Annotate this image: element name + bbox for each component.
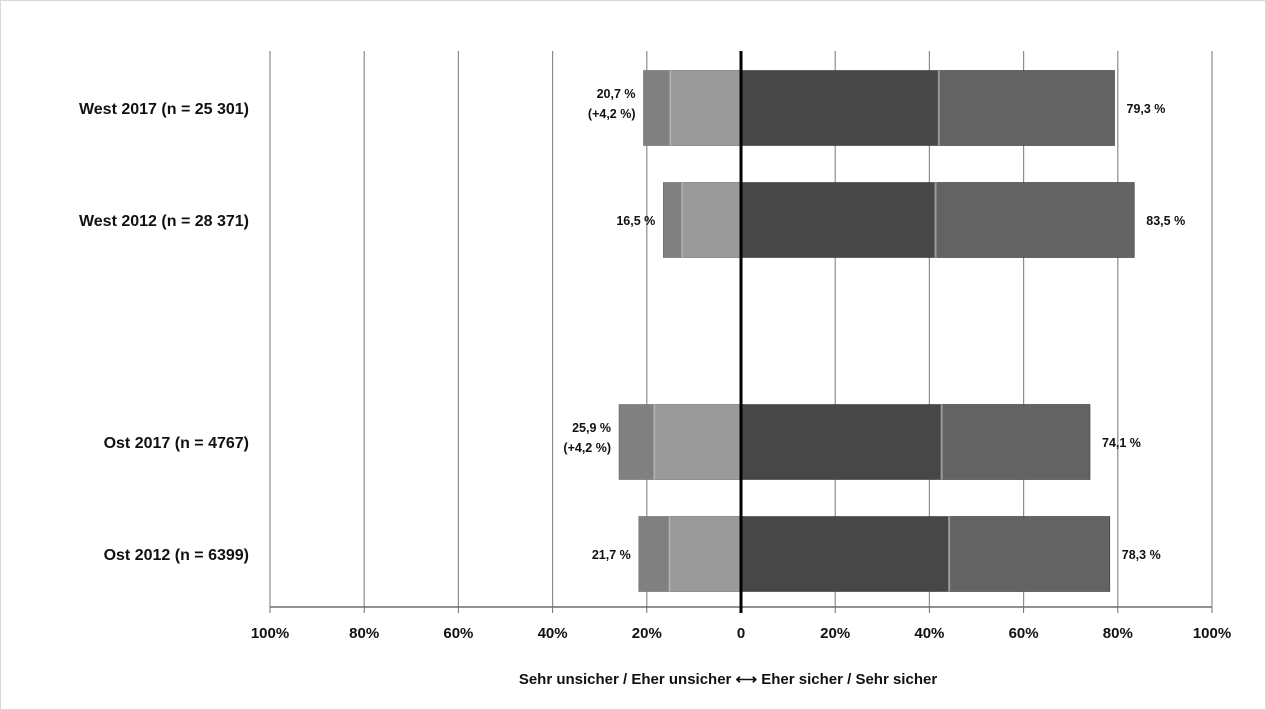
bar-segment-negative-inner — [681, 182, 742, 258]
bar-segment-positive-inner — [740, 70, 940, 146]
data-label-negative: 16,5 % — [616, 214, 655, 228]
category-label: West 2012 (n = 28 371) — [79, 213, 249, 230]
bar-segment-negative-outer — [662, 182, 683, 258]
bar-segment-positive-inner — [740, 404, 942, 480]
bar-segment-positive-outer — [948, 516, 1111, 592]
data-label-negative: 20,7 % — [597, 87, 636, 101]
x-tick-label: 80% — [1103, 625, 1133, 642]
data-label-positive: 78,3 % — [1122, 548, 1161, 562]
bar-segment-positive-outer — [935, 182, 1135, 258]
data-label-negative: (+4,2 %) — [563, 441, 611, 455]
data-label-positive: 74,1 % — [1102, 436, 1141, 450]
bars — [618, 70, 1135, 592]
category-label: Ost 2012 (n = 6399) — [104, 547, 249, 564]
data-label-positive: 83,5 % — [1146, 214, 1185, 228]
axes — [269, 51, 1213, 613]
bar-segment-negative-inner — [670, 70, 742, 146]
x-tick-label: 100% — [251, 625, 289, 642]
x-tick-label: 20% — [820, 625, 850, 642]
x-tick-label: 40% — [538, 625, 568, 642]
bar-segment-negative-outer — [643, 70, 671, 146]
bar-segment-negative-outer — [638, 516, 670, 592]
data-label-negative: (+4,2 %) — [588, 107, 636, 121]
bar-segment-negative-inner — [669, 516, 742, 592]
x-axis-caption: Sehr unsicher / Eher unsicher ⟷ Eher sic… — [519, 671, 937, 688]
x-tick-label: 40% — [914, 625, 944, 642]
x-tick-label: 60% — [443, 625, 473, 642]
bar-segment-negative-outer — [618, 404, 655, 480]
x-tick-label: 80% — [349, 625, 379, 642]
x-tick-label: 60% — [1009, 625, 1039, 642]
x-tick-label: 20% — [632, 625, 662, 642]
bar-segment-positive-inner — [740, 516, 950, 592]
x-tick-label: 100% — [1193, 625, 1231, 642]
category-label: West 2017 (n = 25 301) — [79, 101, 249, 118]
category-label: Ost 2017 (n = 4767) — [104, 435, 249, 452]
data-label-negative: 21,7 % — [592, 548, 631, 562]
labels: 100% 80% 60% 40% 20% 0 20% 40% 60% 80% 100% West 20… — [79, 87, 1231, 688]
x-tick-label: 0 — [737, 625, 745, 642]
data-label-negative: 25,9 % — [572, 421, 611, 435]
data-label-positive: 79,3 % — [1127, 102, 1166, 116]
bar-segment-positive-inner — [740, 182, 936, 258]
bar-segment-negative-inner — [654, 404, 742, 480]
bar-segment-positive-outer — [938, 70, 1115, 146]
bar-segment-positive-outer — [941, 404, 1091, 480]
